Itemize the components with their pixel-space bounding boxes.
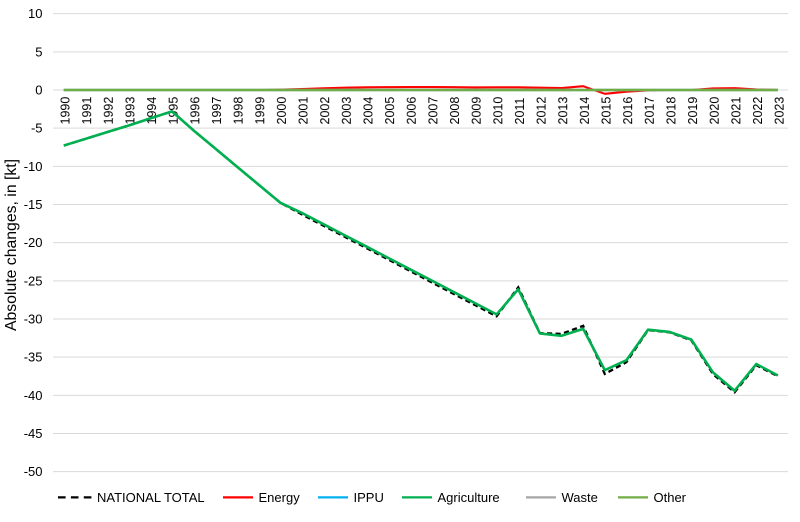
svg-text:2021: 2021 xyxy=(729,97,743,125)
svg-text:Agriculture: Agriculture xyxy=(438,490,500,505)
svg-text:-45: -45 xyxy=(24,426,43,441)
svg-text:-25: -25 xyxy=(24,273,43,288)
svg-text:Other: Other xyxy=(654,490,687,505)
svg-text:5: 5 xyxy=(35,44,42,59)
svg-text:IPPU: IPPU xyxy=(354,490,384,505)
svg-text:Absolute changes, in [kt]: Absolute changes, in [kt] xyxy=(3,159,20,331)
svg-text:2019: 2019 xyxy=(686,97,700,125)
svg-text:10: 10 xyxy=(28,6,42,21)
svg-text:-10: -10 xyxy=(24,159,43,174)
svg-text:1990: 1990 xyxy=(59,97,73,125)
svg-text:1997: 1997 xyxy=(210,97,224,125)
svg-text:2015: 2015 xyxy=(600,97,614,125)
svg-text:1998: 1998 xyxy=(232,97,246,125)
svg-text:1995: 1995 xyxy=(167,97,181,125)
svg-text:-40: -40 xyxy=(24,388,43,403)
svg-text:1993: 1993 xyxy=(123,97,137,125)
svg-text:2018: 2018 xyxy=(664,97,678,125)
svg-text:2002: 2002 xyxy=(318,97,332,125)
svg-text:2011: 2011 xyxy=(513,98,527,125)
svg-text:2013: 2013 xyxy=(556,97,570,125)
svg-text:1991: 1991 xyxy=(80,97,94,125)
svg-text:2010: 2010 xyxy=(491,97,505,125)
svg-text:2003: 2003 xyxy=(340,97,354,125)
svg-text:1996: 1996 xyxy=(188,97,202,125)
svg-text:2016: 2016 xyxy=(621,97,635,125)
svg-text:Energy: Energy xyxy=(259,490,301,505)
svg-text:2000: 2000 xyxy=(275,97,289,125)
svg-text:2012: 2012 xyxy=(535,97,549,125)
svg-text:Waste: Waste xyxy=(562,490,598,505)
svg-text:2006: 2006 xyxy=(405,97,419,125)
svg-text:2017: 2017 xyxy=(643,97,657,125)
svg-text:2023: 2023 xyxy=(773,97,787,125)
svg-text:2007: 2007 xyxy=(426,97,440,125)
svg-text:2004: 2004 xyxy=(361,97,375,125)
svg-text:1999: 1999 xyxy=(253,97,267,125)
svg-text:2001: 2001 xyxy=(297,97,311,125)
svg-text:0: 0 xyxy=(35,83,42,98)
svg-text:2020: 2020 xyxy=(708,97,722,125)
svg-text:-35: -35 xyxy=(24,350,43,365)
svg-text:2022: 2022 xyxy=(751,97,765,125)
svg-text:2014: 2014 xyxy=(578,97,592,125)
svg-text:-5: -5 xyxy=(31,121,43,136)
svg-text:2005: 2005 xyxy=(383,97,397,125)
svg-text:-50: -50 xyxy=(24,464,43,479)
svg-text:-30: -30 xyxy=(24,312,43,327)
svg-text:2009: 2009 xyxy=(470,97,484,125)
svg-text:1992: 1992 xyxy=(102,97,116,125)
svg-text:-20: -20 xyxy=(24,235,43,250)
svg-text:2008: 2008 xyxy=(448,97,462,125)
svg-text:-15: -15 xyxy=(24,197,43,212)
svg-text:NATIONAL TOTAL: NATIONAL TOTAL xyxy=(97,490,205,505)
